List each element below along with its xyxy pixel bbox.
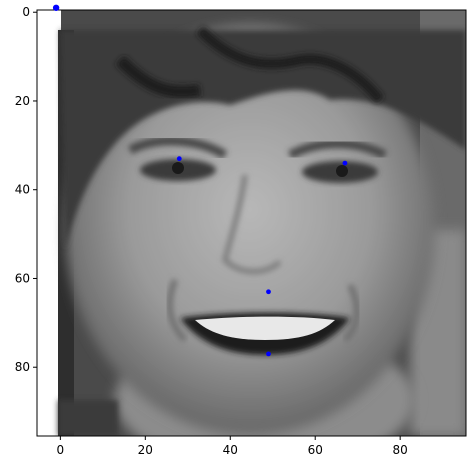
x-tick-label: 0: [57, 443, 65, 457]
x-tick-label: 80: [393, 443, 408, 457]
y-tick-label: 20: [15, 94, 30, 108]
scatter-point: [266, 351, 271, 357]
y-tick-label: 80: [15, 360, 30, 374]
scatter-point: [342, 160, 348, 166]
scatter-point: [176, 156, 182, 162]
plot-frame: [36, 9, 467, 437]
x-tick-label: 20: [138, 443, 153, 457]
x-tick-label: 40: [223, 443, 238, 457]
data-points: [52, 4, 348, 357]
x-tick-label: 60: [308, 443, 323, 457]
y-tick-label: 40: [15, 183, 30, 197]
scatter-point: [266, 289, 271, 295]
scatter-point: [52, 4, 60, 11]
face-image: [37, 10, 466, 436]
y-tick-label: 60: [15, 271, 30, 285]
x-axis: 0 20 40 60 80: [57, 436, 408, 457]
y-axis: 0 20 40 60 80: [15, 5, 37, 374]
y-tick-label: 0: [22, 5, 30, 19]
